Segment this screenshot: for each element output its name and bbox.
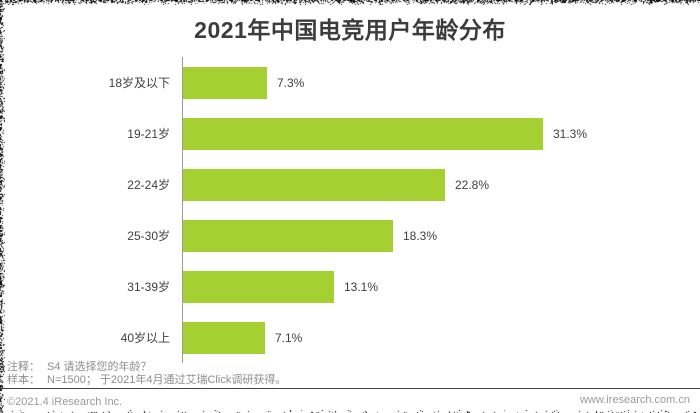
bar: [183, 220, 393, 252]
bar: [183, 322, 265, 354]
category-label: 22-24岁: [0, 176, 170, 193]
note-line: 注释： S4 请选择您的年龄？: [7, 361, 286, 374]
bar-rows: 18岁及以下 7.3% 19-21岁 31.3% 22-24岁 22.8% 25-30岁 18…: [0, 57, 700, 363]
bar: [183, 118, 543, 150]
note-text: S4 请选择您的年龄？: [47, 361, 152, 373]
note-label: 注释：: [7, 361, 41, 374]
bar-row: 40岁以上 7.1%: [0, 312, 700, 363]
bar: [183, 271, 334, 303]
bar-row: 31-39岁 13.1%: [0, 261, 700, 312]
footnotes: 注释： S4 请选择您的年龄？ 样本： N=1500； 于2021年4月通过艾瑞Cl…: [7, 361, 286, 387]
bar: [183, 67, 267, 99]
torn-edge-noise-top: [0, 0, 700, 5]
bar-row: 22-24岁 22.8%: [0, 159, 700, 210]
bar-row: 19-21岁 31.3%: [0, 108, 700, 159]
category-label: 18岁及以下: [0, 74, 170, 91]
category-label: 31-39岁: [0, 278, 170, 295]
category-label: 19-21岁: [0, 125, 170, 142]
value-label: 31.3%: [553, 127, 587, 141]
sample-line: 样本： N=1500； 于2021年4月通过艾瑞Click调研获得。: [7, 374, 286, 387]
bar-row: 18岁及以下 7.3%: [0, 57, 700, 108]
value-label: 22.8%: [455, 178, 489, 192]
bar-chart-plot-area: 18岁及以下 7.3% 19-21岁 31.3% 22-24岁 22.8% 25-30岁 18…: [0, 57, 700, 363]
chart-canvas: 2021年中国电竞用户年龄分布 18岁及以下 7.3% 19-21岁 31.3% 22-…: [0, 0, 700, 413]
value-label: 13.1%: [344, 280, 378, 294]
sample-label: 样本：: [7, 374, 41, 387]
chart-title: 2021年中国电竞用户年龄分布: [0, 11, 700, 45]
y-axis-line: [182, 57, 183, 363]
footer-divider: [0, 388, 700, 389]
sample-text: N=1500； 于2021年4月通过艾瑞Click调研获得。: [47, 374, 286, 386]
bar: [183, 169, 445, 201]
category-label: 40岁以上: [0, 329, 170, 346]
website-text: www.iresearch.com.cn: [580, 394, 690, 406]
value-label: 18.3%: [403, 229, 437, 243]
bar-row: 25-30岁 18.3%: [0, 210, 700, 261]
category-label: 25-30岁: [0, 227, 170, 244]
value-label: 7.1%: [275, 331, 302, 345]
value-label: 7.3%: [277, 76, 304, 90]
copyright-text: ©2021.4 iResearch Inc.: [7, 396, 122, 408]
